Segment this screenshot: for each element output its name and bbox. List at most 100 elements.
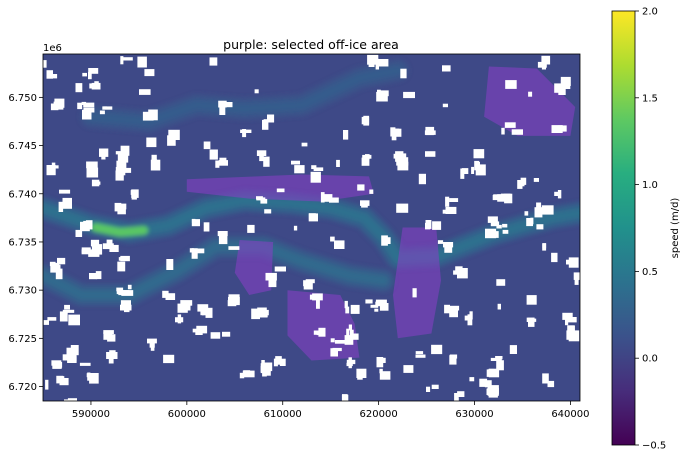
nodata-patch (217, 231, 228, 245)
nodata-block (442, 103, 448, 108)
nodata-patch (487, 216, 500, 227)
nodata-patch (90, 239, 103, 255)
nodata-block (487, 216, 498, 223)
nodata-block (121, 290, 134, 296)
nodata-block (101, 154, 106, 160)
nodata-block (89, 373, 99, 384)
nodata-block (218, 160, 228, 166)
flowline-core (43, 241, 389, 301)
nodata-patch (227, 294, 240, 307)
nodata-patch (330, 347, 342, 357)
nodata-block (203, 141, 211, 150)
nodata-block (86, 161, 98, 169)
nodata-patch (360, 200, 370, 208)
nodata-patch (505, 80, 517, 89)
nodata-block (197, 304, 209, 312)
nodata-patch (86, 372, 99, 384)
nodata-block (210, 332, 221, 339)
nodata-block (330, 348, 338, 357)
nodata-patch (471, 162, 480, 174)
nodata-block (393, 128, 402, 137)
nodata-block (149, 341, 155, 348)
nodata-patch (533, 178, 539, 182)
nodata-block (444, 242, 453, 253)
nodata-patch (517, 177, 527, 189)
nodata-patch (116, 160, 132, 173)
nodata-patch (75, 229, 83, 237)
nodata-block (524, 211, 529, 216)
nodata-patch (259, 312, 268, 318)
nodata-patch (251, 307, 269, 320)
nodata-block (275, 356, 282, 365)
nodata-patch (469, 377, 475, 382)
nodata-block (168, 129, 180, 140)
nodata-patch (536, 202, 554, 215)
nodata-block (381, 235, 388, 246)
nodata-block (89, 83, 94, 89)
nodata-block (505, 80, 517, 89)
nodata-patch (264, 209, 272, 214)
nodata-block (75, 83, 83, 93)
nodata-block (557, 190, 562, 199)
nodata-patch (150, 154, 161, 171)
nodata-block (322, 194, 333, 202)
nodata-patch (330, 236, 345, 249)
nodata-block (357, 369, 363, 380)
nodata-patch (486, 368, 500, 378)
nodata-block (528, 317, 535, 327)
nodata-block (374, 308, 379, 312)
nodata-block (377, 60, 382, 66)
nodata-block (491, 231, 499, 238)
nodata-block (57, 257, 66, 265)
nodata-patch (222, 331, 231, 337)
nodata-block (263, 156, 270, 167)
nodata-block (437, 240, 444, 244)
nodata-patch (59, 189, 71, 194)
nodata-patch (496, 223, 509, 234)
nodata-block (117, 151, 129, 163)
nodata-block (55, 268, 63, 280)
nodata-block (267, 273, 277, 280)
nodata-patch (120, 300, 132, 313)
nodata-patch (58, 197, 72, 212)
nodata-block (442, 65, 451, 72)
nodata-block (67, 398, 77, 401)
nodata-block (146, 137, 157, 148)
nodata-patch (67, 350, 77, 363)
nodata-block (541, 55, 551, 65)
nodata-patch (367, 54, 379, 67)
nodata-patch (346, 357, 356, 369)
nodata-patch (403, 91, 415, 99)
nodata-block (534, 207, 543, 218)
nodata-block (107, 334, 116, 342)
nodata-block (541, 205, 554, 215)
colorbar-tick-label: 0.5 (642, 267, 658, 278)
nodata-block (490, 357, 502, 361)
nodata-block (102, 106, 113, 110)
nodata-block (51, 360, 62, 366)
nodata-block (496, 224, 502, 229)
nodata-block (195, 248, 205, 254)
nodata-block (554, 191, 560, 196)
nodata-block (475, 164, 486, 176)
nodata-patch (403, 365, 414, 373)
nodata-patch (103, 330, 114, 334)
nodata-patch (524, 211, 534, 225)
nodata-patch (45, 379, 49, 390)
nodata-patch (89, 271, 102, 280)
nodata-block (291, 160, 300, 165)
nodata-patch (445, 196, 459, 207)
nodata-block (511, 129, 523, 135)
nodata-block (536, 202, 542, 212)
nodata-patch (479, 378, 488, 387)
nodata-patch (121, 284, 134, 296)
nodata-block (457, 391, 465, 397)
nodata-block (75, 229, 83, 237)
nodata-block (369, 189, 374, 194)
nodata-patch (175, 314, 184, 324)
nodata-block (488, 368, 500, 378)
nodata-block (301, 142, 308, 147)
nodata-patch (425, 151, 436, 157)
nodata-patch (313, 327, 326, 337)
nodata-block (370, 304, 379, 308)
